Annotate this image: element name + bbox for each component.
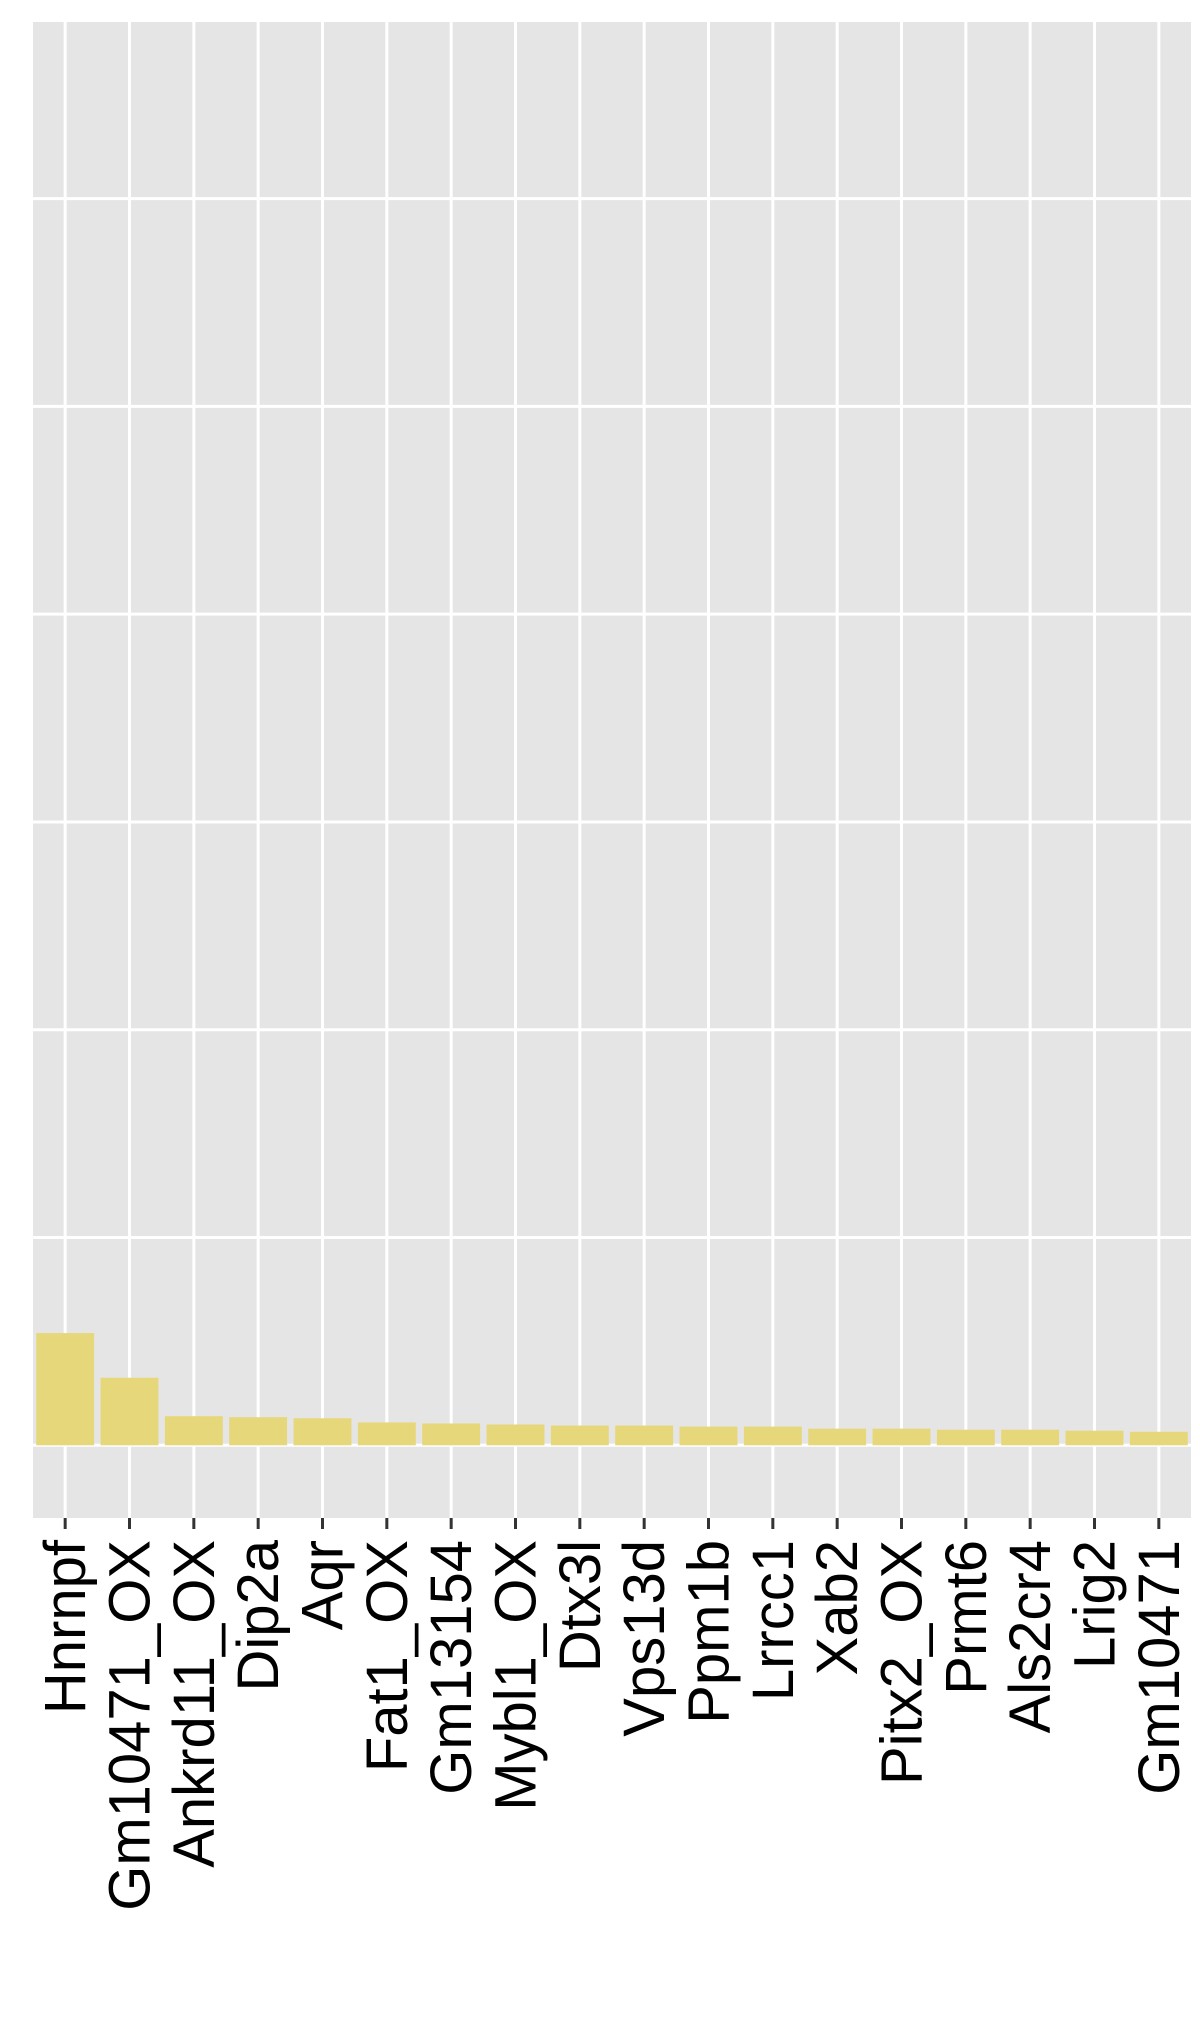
bar-Ankrd11_OX <box>164 1416 223 1446</box>
plot-panel <box>33 22 1191 1518</box>
bar-Pitx2_OX <box>872 1428 931 1446</box>
x-axis-tick-labels: Hnrnpf Gm10471_OX Ankrd11_OX Dip2a Aqr Fat1_O… <box>33 1539 1192 1911</box>
x-tick-label-Hnrnpf: Hnrnpf <box>33 1539 98 1714</box>
x-tick-label-Gm13154: Gm13154 <box>419 1540 484 1795</box>
bar-Als2cr4 <box>1001 1429 1060 1446</box>
bar-Fat1_OX <box>357 1422 416 1446</box>
x-tick-label-Lrrcc1: Lrrcc1 <box>741 1540 806 1701</box>
bar-Gm10471_OX <box>100 1377 159 1446</box>
x-tick-label-Lrig2: Lrig2 <box>1063 1540 1128 1669</box>
bar-Vps13d <box>615 1425 674 1446</box>
bar-Ppm1b <box>679 1426 738 1446</box>
bar-Hnrnpf <box>36 1333 95 1446</box>
x-tick-label-Als2cr4: Als2cr4 <box>998 1540 1063 1733</box>
bar-Dtx3l <box>550 1425 609 1446</box>
x-tick-label-Gm10471: Gm10471 <box>1127 1540 1192 1795</box>
x-tick-label-Xab2: Xab2 <box>805 1540 870 1675</box>
x-tick-label-Mybl1_OX: Mybl1_OX <box>484 1540 549 1811</box>
x-axis-ticks <box>63 1518 1161 1529</box>
x-tick-label-Aqr: Aqr <box>291 1540 356 1630</box>
bar-Prmt6 <box>936 1429 995 1446</box>
bar-Dip2a <box>229 1417 288 1446</box>
bars <box>36 1333 1188 1446</box>
x-tick-label-Gm10471_OX: Gm10471_OX <box>98 1540 163 1911</box>
x-tick-label-Vps13d: Vps13d <box>612 1540 677 1737</box>
x-tick-label-Ppm1b: Ppm1b <box>677 1540 742 1724</box>
x-tick-label-Prmt6: Prmt6 <box>934 1540 999 1695</box>
bar-Mybl1_OX <box>486 1424 545 1446</box>
gridlines <box>33 22 1191 1518</box>
bar-Aqr <box>293 1418 352 1446</box>
bar-Gm10471 <box>1129 1431 1188 1446</box>
x-tick-label-Pitx2_OX: Pitx2_OX <box>870 1540 935 1785</box>
x-tick-label-Ankrd11_OX: Ankrd11_OX <box>162 1540 227 1868</box>
bar-Lrrcc1 <box>743 1426 802 1446</box>
bar-Xab2 <box>808 1428 867 1446</box>
x-tick-label-Fat1_OX: Fat1_OX <box>355 1540 420 1772</box>
bar-Lrig2 <box>1065 1430 1124 1446</box>
x-tick-label-Dtx3l: Dtx3l <box>548 1540 613 1672</box>
x-tick-label-Dip2a: Dip2a <box>226 1539 291 1691</box>
bar-Gm13154 <box>422 1423 481 1446</box>
